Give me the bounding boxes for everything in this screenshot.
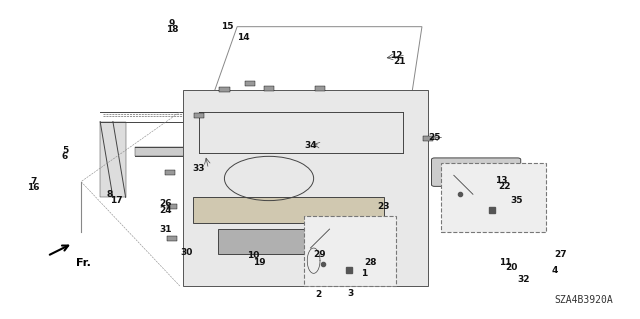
Text: 29: 29 (314, 250, 326, 259)
Text: 20: 20 (505, 263, 517, 272)
FancyBboxPatch shape (304, 216, 396, 286)
Text: 28: 28 (365, 258, 377, 267)
Bar (264, 86, 274, 91)
Text: 6: 6 (62, 152, 68, 161)
Text: 10: 10 (247, 251, 259, 260)
Text: 7: 7 (30, 177, 36, 186)
Polygon shape (183, 90, 428, 286)
Bar (315, 86, 325, 91)
Text: 9: 9 (169, 19, 175, 28)
Bar (167, 236, 177, 241)
Text: 2: 2 (316, 290, 322, 299)
Bar (245, 81, 255, 86)
Polygon shape (135, 147, 307, 156)
Text: 1: 1 (362, 269, 368, 278)
Text: 34: 34 (304, 141, 317, 150)
FancyBboxPatch shape (431, 158, 521, 186)
Text: 17: 17 (110, 196, 122, 205)
Text: 11: 11 (499, 258, 511, 267)
Text: 25: 25 (428, 133, 441, 142)
Text: 27: 27 (554, 250, 567, 259)
Text: 31: 31 (159, 225, 172, 234)
Text: 21: 21 (394, 57, 406, 66)
Text: 4: 4 (551, 266, 557, 275)
Text: 5: 5 (62, 145, 68, 154)
Text: 32: 32 (518, 275, 530, 284)
Text: SZA4B3920A: SZA4B3920A (554, 295, 613, 305)
Text: 18: 18 (166, 25, 179, 34)
Text: 15: 15 (221, 22, 234, 31)
Polygon shape (100, 122, 125, 197)
Text: 33: 33 (193, 165, 205, 174)
Text: 23: 23 (378, 203, 390, 211)
Text: Fr.: Fr. (76, 257, 91, 268)
Text: 8: 8 (107, 190, 113, 199)
Bar (165, 170, 175, 175)
Polygon shape (193, 197, 384, 223)
Text: 30: 30 (180, 248, 193, 257)
Text: 3: 3 (348, 289, 354, 298)
Text: 12: 12 (390, 51, 403, 60)
Text: 26: 26 (159, 199, 172, 208)
Bar (423, 137, 433, 141)
FancyBboxPatch shape (441, 163, 546, 232)
Text: 14: 14 (237, 33, 250, 42)
Text: 19: 19 (253, 258, 266, 267)
Text: 35: 35 (510, 196, 522, 205)
Text: 16: 16 (27, 183, 40, 192)
Text: 24: 24 (159, 206, 172, 215)
Polygon shape (218, 229, 352, 254)
Text: 13: 13 (495, 175, 508, 185)
Text: 22: 22 (499, 182, 511, 191)
Bar (167, 204, 177, 210)
Bar (194, 113, 204, 118)
Bar (220, 87, 230, 93)
